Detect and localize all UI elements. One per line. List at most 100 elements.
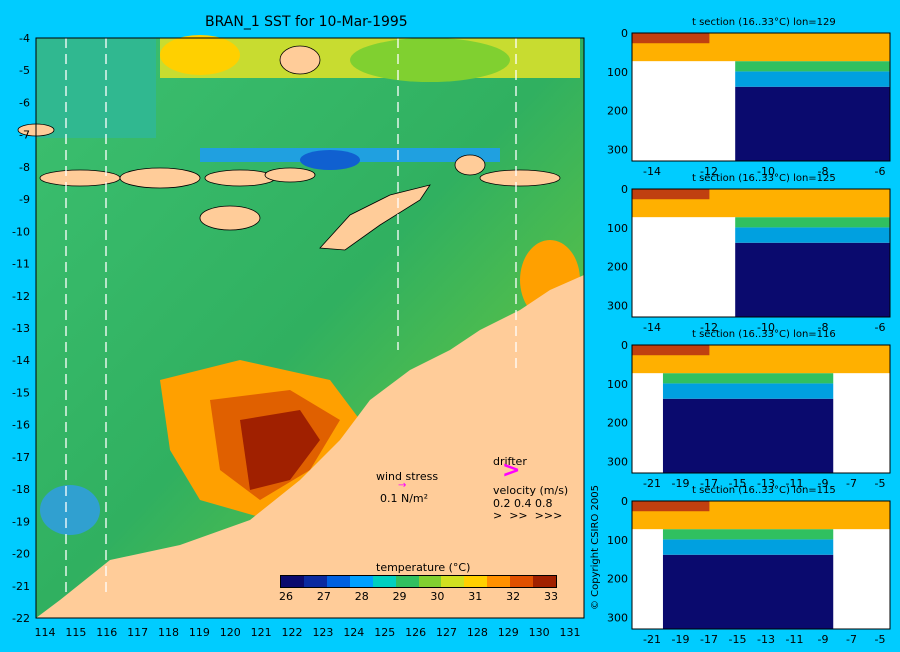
drifter-arrow-icon: >	[502, 458, 521, 483]
lat-tick-label: -12	[12, 290, 30, 303]
lon-tick-label: 125	[374, 626, 395, 639]
colorbar-segment	[372, 576, 396, 587]
thermocline	[735, 71, 890, 87]
colorbar-segment	[326, 576, 350, 587]
depth-tick-label: 300	[607, 455, 628, 468]
wind-legend-arrow: →	[398, 480, 407, 491]
wind-legend-value: 0.1 N/m²	[380, 492, 429, 505]
lat-tick-label: -6	[875, 165, 886, 178]
drifter-legend-label: drifter	[493, 455, 527, 468]
lat-tick-label: -7	[846, 477, 857, 490]
lat-tick-label: -13	[757, 633, 775, 646]
lon-tick-label: 120	[220, 626, 241, 639]
colorbar-tick-label: 32	[506, 590, 521, 603]
map-title: BRAN_1 SST for 10-Mar-1995	[205, 14, 408, 30]
thermocline	[735, 227, 890, 243]
thermocline	[662, 383, 834, 399]
colorbar-tick-label: 31	[468, 590, 483, 603]
cold-layer	[735, 86, 890, 161]
colorbar-segment	[418, 576, 442, 587]
lat-tick-label: -4	[19, 32, 30, 45]
wind-legend-label: wind stress	[376, 470, 439, 483]
colorbar-tick-label: 26	[279, 590, 293, 603]
lon-tick-label: 122	[282, 626, 303, 639]
lat-tick-label: -11	[12, 258, 30, 271]
surface-hot	[632, 501, 710, 512]
lat-tick-label: -17	[700, 477, 718, 490]
cold-layer	[735, 242, 890, 317]
velocity-arrow-icons: > >> >>>	[493, 509, 563, 522]
section-title: t section (16..33°C) lon=125	[692, 173, 836, 184]
lon-tick-label: 118	[158, 626, 179, 639]
lat-tick-label: -15	[729, 477, 747, 490]
lat-tick-label: -10	[757, 165, 775, 178]
thermocline-upper	[662, 373, 834, 384]
depth-tick-label: 0	[621, 184, 628, 196]
depth-tick-label: 200	[607, 417, 628, 430]
lat-tick-label: -9	[19, 193, 30, 206]
depth-tick-label: 300	[607, 611, 628, 624]
velocity-legend-values: 0.2 0.4 0.8	[493, 497, 553, 510]
lat-tick-label: -14	[643, 321, 661, 334]
velocity-legend-label: velocity (m/s)	[493, 484, 569, 497]
lat-tick-label: -10	[12, 225, 30, 238]
lat-tick-label: -19	[12, 515, 30, 528]
lat-tick-label: -5	[875, 477, 886, 490]
colorbar-tick-label: 29	[392, 590, 407, 603]
island	[454, 154, 486, 176]
lat-tick-label: -5	[19, 64, 30, 77]
lat-tick-label: -16	[12, 419, 30, 432]
depth-tick-label: 0	[621, 340, 628, 352]
surface-hot	[632, 345, 710, 356]
thermocline-upper	[735, 61, 890, 72]
depth-tick-label: 200	[607, 573, 628, 586]
colorbar-tick-label: 33	[544, 590, 558, 603]
lat-tick-label: -15	[729, 633, 747, 646]
lat-tick-label: -7	[19, 129, 30, 142]
island	[39, 169, 121, 187]
section-title: t section (16..33°C) lon=115	[692, 485, 836, 496]
lat-tick-label: -13	[757, 477, 775, 490]
lat-tick-label: -17	[700, 633, 718, 646]
depth-tick-label: 100	[607, 378, 628, 391]
island	[199, 205, 261, 231]
lat-tick-label: -20	[12, 548, 30, 561]
lat-tick-label: -6	[875, 321, 886, 334]
lat-tick-label: -22	[12, 612, 30, 625]
colorbar-tick-label: 30	[430, 590, 445, 603]
lon-tick-label: 129	[498, 626, 519, 639]
lon-tick-label: 131	[560, 626, 581, 639]
lat-tick-label: -5	[875, 633, 886, 646]
lon-tick-label: 121	[251, 626, 272, 639]
island	[264, 167, 316, 183]
lon-tick-label: 127	[436, 626, 457, 639]
section-plot: 0 100 200 300 -21 -19 -17 -15 -13 -11 -9 -7 -5	[607, 340, 891, 490]
depth-tick-label: 100	[607, 66, 628, 79]
island	[319, 184, 431, 251]
colorbar-tick-label: 28	[354, 590, 369, 603]
depth-tick-label: 300	[607, 299, 628, 312]
section-title: t section (16..33°C) lon=116	[692, 329, 836, 340]
lat-tick-label: -21	[643, 633, 661, 646]
colorbar-segment	[441, 576, 465, 587]
lon-tick-label: 130	[529, 626, 550, 639]
section-plot: 0 100 200 300 -14 -12 -10 -8 -6	[607, 28, 891, 178]
section-plot: 0 100 200 300 -14 -12 -10 -8 -6	[607, 184, 891, 334]
depth-tick-label: 100	[607, 222, 628, 235]
lat-tick-label: -12	[700, 321, 718, 334]
thermocline-upper	[735, 217, 890, 228]
surface-hot	[632, 189, 710, 200]
island	[279, 45, 321, 75]
colorbar-segment	[303, 576, 327, 587]
colorbar-tick-label: 27	[316, 590, 331, 603]
lon-tick-label: 114	[35, 626, 56, 639]
lon-tick-label: 128	[467, 626, 488, 639]
lat-tick-label: -17	[12, 451, 30, 464]
depth-tick-label: 100	[607, 534, 628, 547]
depth-tick-label: 300	[607, 143, 628, 156]
colorbar-title: temperature (°C)	[376, 561, 471, 574]
sst-map: -4 -5 -6 -7 -8 -9 -10 -11 -12 -13 -14 -15 -16 -17 -18 -…	[12, 32, 585, 639]
depth-tick-label: 200	[607, 261, 628, 274]
island	[119, 167, 201, 189]
thermocline	[662, 539, 834, 555]
